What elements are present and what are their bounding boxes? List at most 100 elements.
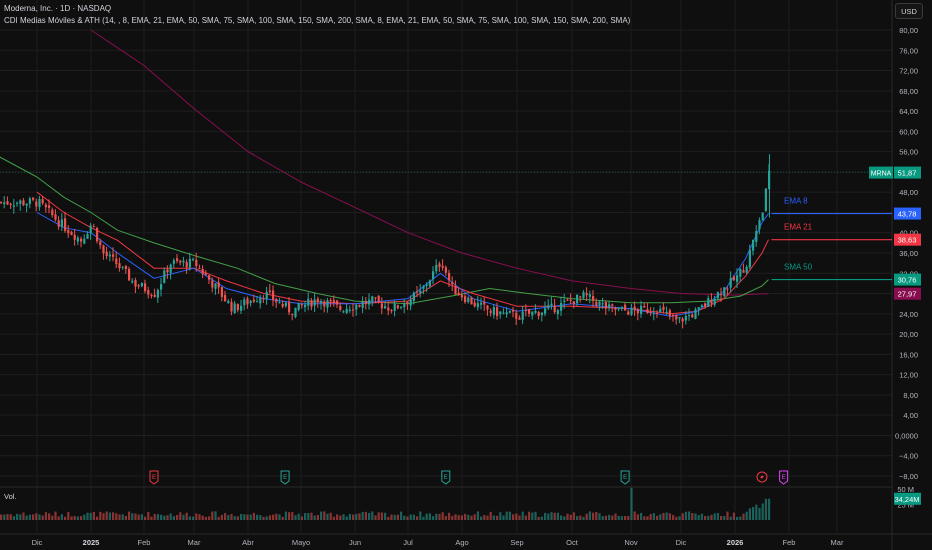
volume-bar <box>9 514 12 520</box>
candle <box>486 305 489 310</box>
last-price-tag <box>894 166 921 179</box>
candle <box>563 300 566 302</box>
candle <box>310 300 313 307</box>
candle <box>649 311 652 313</box>
candle <box>22 200 25 206</box>
candle <box>380 303 383 309</box>
volume-bar <box>355 513 358 520</box>
volume-bar <box>563 516 566 520</box>
candle <box>131 280 134 283</box>
candle <box>550 303 553 306</box>
volume-bar <box>636 514 639 520</box>
candle <box>108 254 111 257</box>
candle <box>678 317 681 319</box>
volume-bar <box>240 514 243 520</box>
volume-bar <box>710 514 713 520</box>
volume-bar <box>662 512 665 520</box>
candle <box>96 228 99 242</box>
volume-bar <box>726 511 729 520</box>
volume-bar <box>22 512 25 520</box>
candle <box>339 305 342 310</box>
x-tick-label: Sep <box>510 538 523 547</box>
candle <box>400 306 403 308</box>
volume-bar <box>323 511 326 520</box>
volume-bar <box>137 514 140 520</box>
candle <box>48 205 51 208</box>
ema21-label: EMA 21 <box>784 223 813 232</box>
candle <box>646 309 649 313</box>
candle <box>19 200 22 204</box>
y-tick-label: 72,00 <box>899 67 918 76</box>
y-tick-label: 24,00 <box>899 310 918 319</box>
volume-bar <box>166 515 169 520</box>
candle <box>761 212 764 221</box>
candle <box>83 238 86 244</box>
candle <box>352 309 355 311</box>
x-tick-label: 2025 <box>83 538 100 547</box>
volume-bar <box>537 516 540 520</box>
candle <box>556 310 559 315</box>
x-tick-label: Ago <box>455 538 468 547</box>
candle <box>665 311 668 313</box>
candle <box>166 269 169 273</box>
candle <box>624 304 627 311</box>
candle <box>758 220 761 230</box>
volume-bar <box>691 513 694 520</box>
candle <box>329 300 332 302</box>
volume-bar <box>339 515 342 520</box>
volume-bar <box>160 514 163 520</box>
time-axis[interactable]: Dic 2025 Feb Mar Abr Mayo Jun Jul Ago Sep Oct Nov Di… <box>32 538 844 547</box>
candle <box>278 302 281 304</box>
volume-bar <box>684 511 687 520</box>
candle <box>473 302 476 307</box>
volume-bar <box>80 516 83 520</box>
ema8-price-tag <box>894 207 921 220</box>
volume-bar <box>224 513 227 520</box>
candle <box>387 307 390 311</box>
volume-bar <box>256 514 259 520</box>
candle <box>70 231 73 236</box>
volume-bar <box>748 508 751 520</box>
y-tick-label: 40,00 <box>899 229 918 238</box>
volume-bar <box>720 516 723 520</box>
candle <box>697 307 700 310</box>
currency-button[interactable]: USD <box>895 3 923 19</box>
volume-bar <box>268 515 271 520</box>
volume-bar <box>124 515 127 520</box>
candle <box>579 296 582 298</box>
symbol-tag <box>869 166 893 179</box>
volume-legend[interactable]: Vol. <box>4 492 17 501</box>
y-tick-label: 16,00 <box>899 350 918 359</box>
x-tick-label: Dic <box>32 538 43 547</box>
indicator-legend[interactable]: CDI Medias Móviles & ATH (14, , 8, EMA, … <box>4 16 631 25</box>
candle <box>422 286 425 289</box>
volume-bar <box>108 512 111 520</box>
volume-bar <box>236 516 239 520</box>
volume-bar <box>150 516 153 520</box>
volume-bar <box>451 515 454 520</box>
price-axis[interactable]: 80,0076,0072,0068,0064,0060,0056,0052,00… <box>869 26 921 481</box>
volume-bar <box>598 513 601 520</box>
sma200-line <box>90 29 769 296</box>
candle <box>569 299 572 301</box>
volume-bar <box>153 513 156 520</box>
candle <box>246 298 249 305</box>
candle <box>752 239 755 251</box>
volume-bar <box>358 513 361 520</box>
price-guides: EMA 8 EMA 21 SMA 50 <box>0 172 892 281</box>
volume-bar <box>403 515 406 520</box>
candle <box>224 295 227 302</box>
volume-bar <box>54 511 57 520</box>
volume-bar <box>131 513 134 520</box>
candle <box>16 202 19 204</box>
volume-bar <box>646 516 649 520</box>
volume-bar <box>729 516 732 520</box>
candle <box>326 300 329 308</box>
volume-bar <box>0 514 3 520</box>
volume-bar <box>566 513 569 520</box>
candle <box>364 301 367 305</box>
symbol-title[interactable]: Moderna, Inc. · 1D · NASDAQ <box>4 4 112 13</box>
